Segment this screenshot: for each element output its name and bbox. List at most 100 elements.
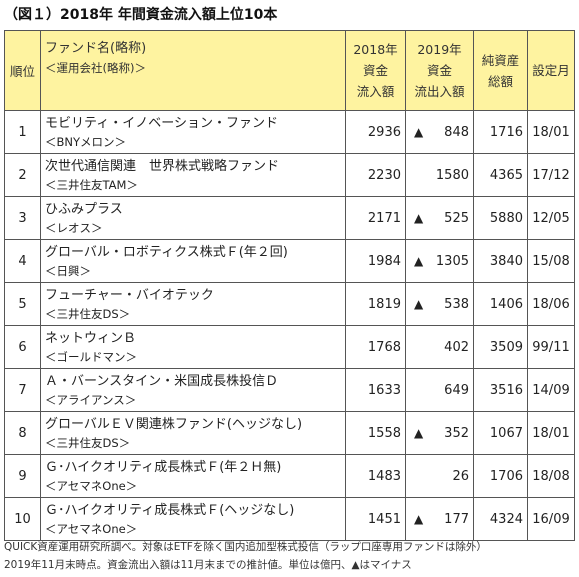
net-assets-cell: 5880	[473, 196, 528, 240]
header-fund-manager: ＜運用会社(略称)＞	[45, 61, 146, 75]
rank-cell: 7	[4, 368, 41, 412]
footnote-units: 2019年11月末時点。資金流出入額は11月末までの推計値。単位は億円、▲はマイ…	[4, 559, 412, 571]
flow-2019-cell: ▲ 352	[405, 411, 474, 455]
fund-cell: 次世代通信関連 世界株式戦略ファンド ＜三井住友TAM＞	[40, 153, 346, 197]
negative-marker: ▲	[414, 297, 424, 311]
inflow-2018-cell: 1483	[345, 454, 406, 498]
established-cell: 99/11	[527, 325, 575, 369]
header-flow-2019-line3: 流出入額	[414, 84, 465, 99]
flow-2019-cell: ▲ 848	[405, 110, 474, 154]
header-fund-name: ファンド名(略称)	[45, 41, 147, 56]
fund-manager: ＜BNYメロン＞	[45, 134, 127, 149]
fund-cell: フューチャー・バイオテック ＜三井住友DS＞	[40, 282, 346, 326]
flow-2019-value: 177	[444, 511, 469, 527]
table-row: 1 モビリティ・イノベーション・ファンド ＜BNYメロン＞ 2936 ▲ 848 1716 1…	[4, 110, 575, 154]
negative-marker: ▲	[414, 512, 424, 526]
header-established: 設定月	[527, 30, 575, 111]
flow-2019-value: 402	[444, 339, 469, 355]
fund-manager: ＜アセマネOne＞	[45, 478, 138, 493]
rank-cell: 4	[4, 239, 41, 283]
fund-manager: ＜三井住友DS＞	[45, 435, 131, 450]
header-flow-2019-line2: 資金	[426, 63, 452, 78]
flow-2019-cell: 1580	[405, 153, 474, 197]
fund-cell: Ｇ･ハイクオリティ成長株式Ｆ(年２Ｈ無) ＜アセマネOne＞	[40, 454, 346, 498]
fund-name: Ｇ･ハイクオリティ成長株式Ｆ(ヘッジなし)	[45, 502, 295, 518]
negative-marker: ▲	[414, 254, 424, 268]
header-flow-2019-line1: 2019年	[417, 42, 462, 57]
flow-2019-cell: ▲ 1305	[405, 239, 474, 283]
fund-manager: ＜三井住友TAM＞	[45, 177, 138, 192]
inflow-2018-cell: 2936	[345, 110, 406, 154]
inflow-2018-cell: 1819	[345, 282, 406, 326]
net-assets-cell: 3509	[473, 325, 528, 369]
flow-2019-cell: 649	[405, 368, 474, 412]
fund-manager: ＜アセマネOne＞	[45, 521, 138, 536]
net-assets-cell: 1067	[473, 411, 528, 455]
rank-cell: 5	[4, 282, 41, 326]
table-row: 5 フューチャー・バイオテック ＜三井住友DS＞ 1819 ▲ 538 1406 18/06	[4, 282, 575, 326]
fund-manager: ＜日興＞	[45, 263, 91, 278]
inflow-2018-cell: 1984	[345, 239, 406, 283]
flow-2019-value: 538	[444, 296, 469, 312]
fund-name: モビリティ・イノベーション・ファンド	[45, 115, 278, 131]
flow-2019-cell: 402	[405, 325, 474, 369]
header-net-assets-line1: 純資産	[481, 52, 520, 68]
fund-name: ひふみプラス	[45, 201, 123, 217]
flow-2019-cell: ▲ 538	[405, 282, 474, 326]
flow-2019-cell: ▲ 525	[405, 196, 474, 240]
established-cell: 18/08	[527, 454, 575, 498]
established-cell: 12/05	[527, 196, 575, 240]
flow-2019-value: 525	[444, 210, 469, 226]
rank-cell: 8	[4, 411, 41, 455]
fund-cell: ひふみプラス ＜レオス＞	[40, 196, 346, 240]
table-row: 10 Ｇ･ハイクオリティ成長株式Ｆ(ヘッジなし) ＜アセマネOne＞ 1451 ▲ 177…	[4, 497, 575, 541]
fund-manager: ＜レオス＞	[45, 220, 103, 235]
flow-2019-value: 649	[444, 382, 469, 398]
fund-name: Ｇ･ハイクオリティ成長株式Ｆ(年２Ｈ無)	[45, 459, 282, 475]
established-cell: 14/09	[527, 368, 575, 412]
fund-name: Ａ・バーンスタイン・米国成長株投信Ｄ	[45, 373, 279, 389]
inflow-2018-cell: 1558	[345, 411, 406, 455]
negative-marker: ▲	[414, 426, 424, 440]
header-flow-2019: 2019年 資金 流出入額	[405, 30, 474, 111]
header-net-assets-line2: 総額	[487, 73, 513, 89]
header-inflow-2018: 2018年 資金 流入額	[345, 30, 406, 111]
footnote-source: QUICK資産運用研究所調べ。対象はETFを除く国内追加型株式投信（ラップ口座専…	[4, 541, 487, 553]
rank-cell: 6	[4, 325, 41, 369]
fund-manager: ＜ゴールドマン＞	[45, 349, 137, 364]
established-cell: 18/06	[527, 282, 575, 326]
net-assets-cell: 1716	[473, 110, 528, 154]
fund-name: 次世代通信関連 世界株式戦略ファンド	[45, 158, 280, 174]
net-assets-cell: 1706	[473, 454, 528, 498]
rank-cell: 2	[4, 153, 41, 197]
fund-name: フューチャー・バイオテック	[45, 287, 214, 303]
header-inflow-2018-line1: 2018年	[353, 42, 398, 57]
table-row: 2 次世代通信関連 世界株式戦略ファンド ＜三井住友TAM＞ 2230 1580 4365…	[4, 153, 575, 197]
fund-name: ネットウィンＢ	[45, 330, 137, 346]
fund-cell: Ｇ･ハイクオリティ成長株式Ｆ(ヘッジなし) ＜アセマネOne＞	[40, 497, 346, 541]
flow-2019-value: 26	[452, 468, 469, 484]
established-cell: 15/08	[527, 239, 575, 283]
established-cell: 17/12	[527, 153, 575, 197]
fund-cell: Ａ・バーンスタイン・米国成長株投信Ｄ ＜アライアンス＞	[40, 368, 346, 412]
fund-manager: ＜三井住友DS＞	[45, 306, 131, 321]
flow-2019-value: 1580	[435, 167, 469, 183]
established-cell: 16/09	[527, 497, 575, 541]
net-assets-cell: 4365	[473, 153, 528, 197]
table-row: 6 ネットウィンＢ ＜ゴールドマン＞ 1768 402 3509 99/11	[4, 325, 575, 369]
header-inflow-2018-line2: 資金	[362, 63, 388, 78]
header-inflow-2018-line3: 流入額	[356, 84, 395, 99]
negative-marker: ▲	[414, 211, 424, 225]
established-cell: 18/01	[527, 110, 575, 154]
inflow-2018-cell: 1768	[345, 325, 406, 369]
flow-2019-value: 848	[444, 124, 469, 140]
fund-name: グローバル・ロボティクス株式Ｆ(年２回)	[45, 244, 288, 260]
table-row: 8 グローバルＥＶ関連株ファンド(ヘッジなし) ＜三井住友DS＞ 1558 ▲ 352 10…	[4, 411, 575, 455]
header-net-assets: 純資産 総額	[473, 30, 528, 111]
rank-cell: 9	[4, 454, 41, 498]
negative-marker: ▲	[414, 125, 424, 139]
table-row: 3 ひふみプラス ＜レオス＞ 2171 ▲ 525 5880 12/05	[4, 196, 575, 240]
fund-cell: グローバルＥＶ関連株ファンド(ヘッジなし) ＜三井住友DS＞	[40, 411, 346, 455]
inflow-2018-cell: 2230	[345, 153, 406, 197]
rank-cell: 3	[4, 196, 41, 240]
